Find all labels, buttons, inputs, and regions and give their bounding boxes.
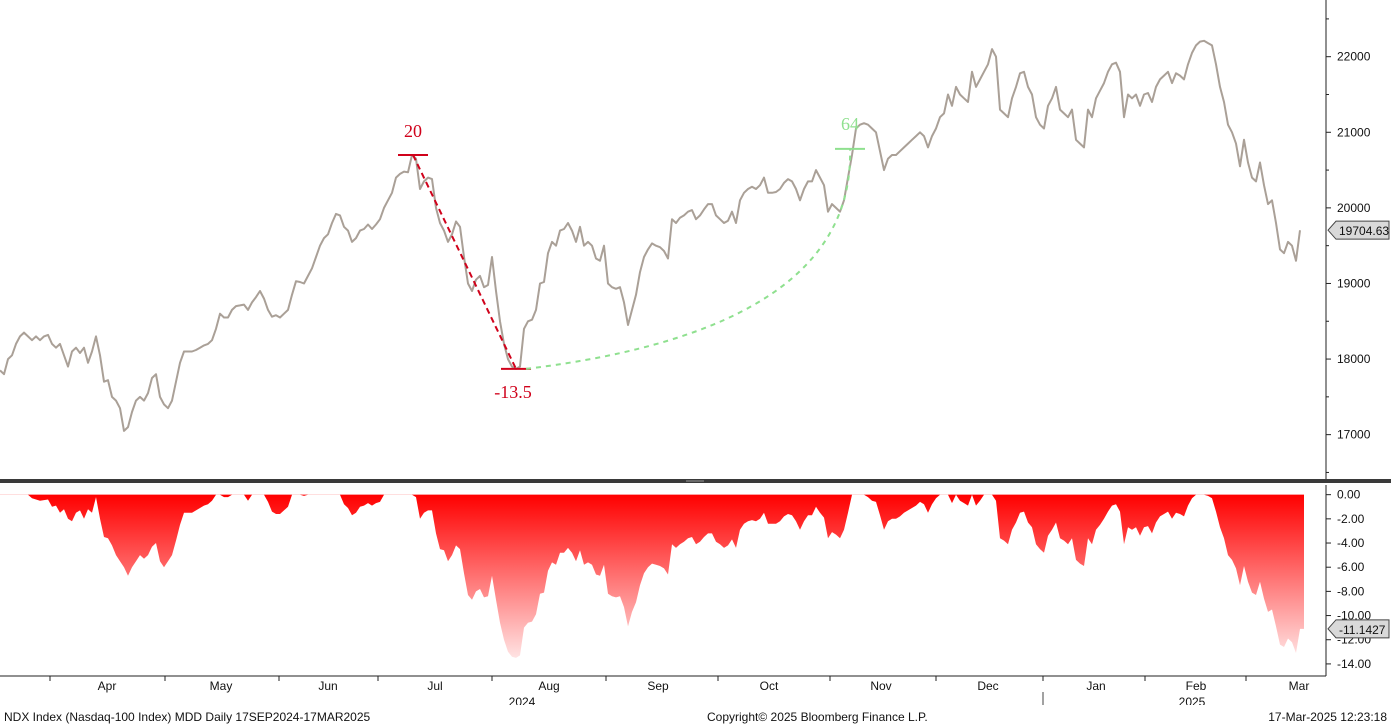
peak-annotation-label: 20 bbox=[404, 121, 422, 141]
x-month-label: Mar bbox=[1289, 679, 1310, 693]
x-month-label: Jan bbox=[1086, 679, 1105, 693]
x-month-label: Oct bbox=[760, 679, 779, 693]
price-y-ticks: 17000 18000 19000 20000 21000 22000 bbox=[1326, 18, 1371, 473]
x-month-label: Feb bbox=[1186, 679, 1207, 693]
x-month-label: Jun bbox=[318, 679, 337, 693]
trough-annotation-label: -13.5 bbox=[494, 382, 532, 402]
price-last-value-tag-text: 19704.63 bbox=[1339, 224, 1389, 238]
price-last-value-tag-box bbox=[1327, 220, 1390, 240]
x-month-label: Apr bbox=[98, 679, 117, 693]
footer-copyright: Copyright© 2025 Bloomberg Finance L.P. bbox=[707, 710, 928, 724]
x-axis-ticks: Apr May Jun Jul Aug Sep Oct Nov Dec Jan Feb Mar 2024… bbox=[49, 676, 1310, 705]
chart-canvas: 17000 18000 19000 20000 21000 22000 0.00 -2.00… bbox=[0, 0, 1391, 705]
price-y-tick-label: 22000 bbox=[1337, 50, 1371, 64]
footer-timestamp: 17-Mar-2025 12:23:18 bbox=[1268, 710, 1387, 724]
recovery-annotation-label: 64 bbox=[841, 114, 859, 134]
x-year-label: 2025 bbox=[1179, 695, 1206, 705]
mdd-last-value-tag-box bbox=[1327, 619, 1390, 639]
trend-annotations: 20 -13.5 64 bbox=[398, 114, 865, 402]
x-month-label: Dec bbox=[977, 679, 998, 693]
mdd-last-value-tag-text: -11.1427 bbox=[1339, 623, 1386, 637]
price-y-tick-label: 17000 bbox=[1337, 428, 1371, 442]
mdd-y-tick-label: -2.00 bbox=[1337, 512, 1365, 526]
x-year-label: 2024 bbox=[509, 695, 536, 705]
mdd-y-tick-label: -14.00 bbox=[1337, 657, 1371, 671]
x-month-label: Jul bbox=[427, 679, 442, 693]
mdd-y-tick-label: -8.00 bbox=[1337, 584, 1365, 598]
mdd-y-tick-label: -4.00 bbox=[1337, 536, 1365, 550]
x-month-label: Aug bbox=[538, 679, 559, 693]
mdd-y-ticks: 0.00-2.00-4.00-6.00-8.00-10.00-12.00-14.… bbox=[1326, 488, 1371, 671]
mdd-area-series bbox=[0, 494, 1304, 658]
price-y-tick-label: 21000 bbox=[1337, 125, 1371, 139]
price-y-tick-label: 20000 bbox=[1337, 201, 1371, 215]
price-y-tick-label: 19000 bbox=[1337, 276, 1371, 290]
price-line-series bbox=[0, 39, 1301, 432]
mdd-y-tick-label: 0.00 bbox=[1337, 488, 1361, 502]
x-month-label: May bbox=[210, 679, 233, 693]
x-month-label: Sep bbox=[647, 679, 669, 693]
price-y-tick-label: 18000 bbox=[1337, 352, 1371, 366]
mdd-y-tick-label: -6.00 bbox=[1337, 560, 1365, 574]
x-month-label: Nov bbox=[870, 679, 891, 693]
mdd-y-tick-label: -10.00 bbox=[1337, 609, 1371, 623]
last-value-tags: 19704.63 -11.1427 bbox=[1327, 220, 1390, 639]
recovery-trend-curve bbox=[525, 148, 852, 370]
footer-security-info: NDX Index (Nasdaq-100 Index) MDD Daily 1… bbox=[4, 710, 371, 724]
